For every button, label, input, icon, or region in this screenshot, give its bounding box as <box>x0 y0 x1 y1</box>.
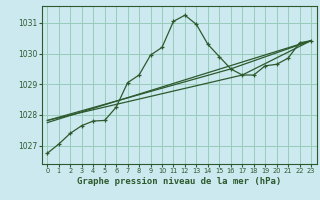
X-axis label: Graphe pression niveau de la mer (hPa): Graphe pression niveau de la mer (hPa) <box>77 177 281 186</box>
